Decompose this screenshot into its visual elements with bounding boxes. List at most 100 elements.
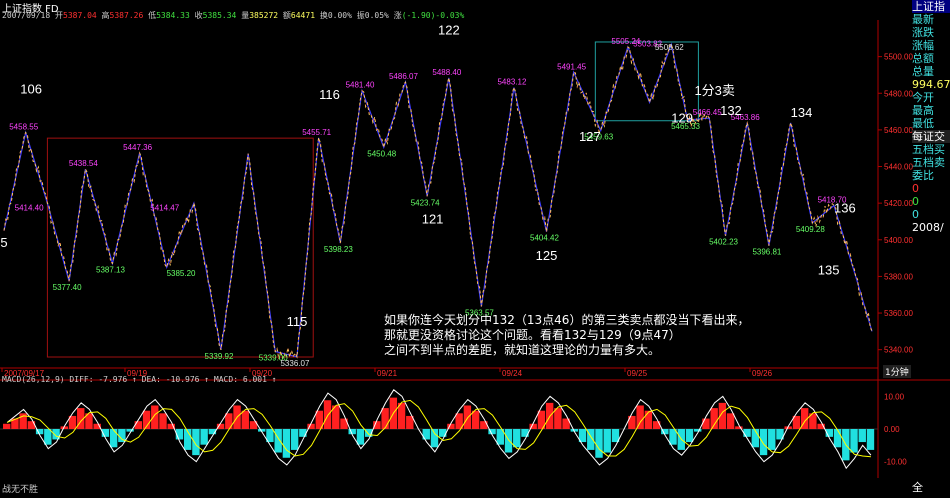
annotation-line-1: 如果你连今天划分中132（13点46）的第三类卖点都没当下看出来， [384,313,750,327]
x-tick-label: 2007/09/17 [4,369,45,378]
segment-number: 129 [671,111,693,126]
side-date: 2008/ [912,221,944,234]
macd-bar [661,429,669,435]
zhongshu-box [594,41,699,122]
pivot-label: 5459.63 [584,133,613,142]
side-label-3: 涨幅 [912,39,934,52]
high-value: 5387.26 [109,11,144,20]
segment-number: 134 [791,105,813,120]
y-tick-label: 5360.00 [884,309,913,318]
macd-bar [118,429,126,443]
pivot-label: 5438.54 [69,159,98,168]
macd-bar [628,415,636,429]
macd-bar [19,413,27,429]
macd-bar [759,429,768,456]
macd-bar [595,429,603,458]
y-tick-label: 5420.00 [884,199,913,208]
bottom-left-label: 战无不胜 [2,485,39,495]
macd-bar [833,429,842,448]
macd-bar [768,429,776,450]
side-label-4: 总额 [912,52,934,65]
macd-bar [702,418,710,429]
turnover-label: 换 [319,11,328,20]
close-label: 收 [194,11,203,20]
macd-bar [636,405,644,429]
macd-bar [800,408,809,429]
macd-bar [134,421,143,429]
macd-bar [406,415,414,429]
macd-bar [27,421,36,429]
x-tick-label: 09/19 [127,369,148,378]
side-label-11: 委比 [912,169,934,182]
segment-number: 106 [20,81,42,96]
macd-bar [356,429,365,445]
macd-bar [249,421,258,429]
pivot-label: 5339.92 [205,352,234,361]
macd-y-tick: 10.00 [884,392,905,401]
pivot-label: 5505.24 [611,37,640,46]
macd-bar [463,405,472,429]
amplitude-label: 振 [356,11,365,20]
macd-bar [35,429,44,435]
side-num-1: 0 [912,182,919,195]
macd-bar [488,429,496,435]
pivot-label: 5418.70 [818,196,847,205]
macd-bar [809,413,817,429]
pivot-label: 5398.23 [324,245,353,254]
side-label-8: 最低 [912,117,934,130]
pivot-label: 5414.40 [15,203,44,212]
pivot-label: 5414.47 [150,203,179,212]
macd-bar [216,423,225,429]
side-bottom: 全 [912,481,923,494]
macd-y-tick: 0.00 [884,425,900,434]
zhongshu-box [46,137,314,358]
y-tick-label: 5480.00 [884,89,913,98]
pivot-label: 5488.40 [432,68,461,77]
macd-bar [241,410,249,429]
macd-bar [521,429,529,437]
macd-bar [529,423,537,429]
pivot-label: 5423.74 [411,198,440,207]
macd-bar [183,429,192,450]
x-tick-label: 09/21 [377,369,398,378]
segment-number: 5 [0,235,7,250]
macd-bar [735,426,743,429]
macd-bar [85,413,93,429]
pivot-label: 5336.07 [280,359,309,368]
amount-label: 额 [282,11,291,20]
macd-bar [570,429,579,432]
macd-bar [348,429,356,435]
pivot-label: 5508.62 [655,43,684,52]
macd-bar [315,410,324,429]
pivot-label: 5455.71 [302,128,331,137]
pivot-label: 5465.33 [671,122,700,131]
macd-bar [258,429,266,432]
annotation-line-2: 那就更没资格讨论这个问题。看看132与129（9点47） [384,328,681,342]
ohlc-header: 2007/09/18 开5387.04 高5387.26 低5384.33 收5… [2,10,464,21]
close-value: 5385.34 [202,11,237,20]
macd-bar [175,429,184,440]
macd-bar [537,410,546,429]
macd-bar [669,429,677,445]
macd-bar [439,429,447,437]
macd-bar [44,429,52,445]
macd-bar [200,429,208,445]
macd-bar [323,400,332,429]
macd-bar [332,405,340,429]
macd-bar [60,426,68,429]
macd-bar [603,429,611,453]
low-value: 5384.33 [156,11,190,20]
macd-bar [866,429,875,450]
annotation-line-3: 之间不到半点的差距，就知道这理论的力量有多大。 [384,343,661,357]
side-num-3: 0 [912,208,919,221]
macd-bar [825,429,834,437]
macd-bar [52,429,60,440]
pivot-label: 5447.36 [123,143,152,152]
segment-number: 122 [438,23,460,38]
amplitude-value: 0.05% [364,11,389,20]
side-label-7: 最高 [912,104,934,117]
macd-bar [817,423,825,429]
macd-bar [101,429,110,437]
turnover-value: 0.00% [327,11,352,20]
price-line [3,43,873,360]
